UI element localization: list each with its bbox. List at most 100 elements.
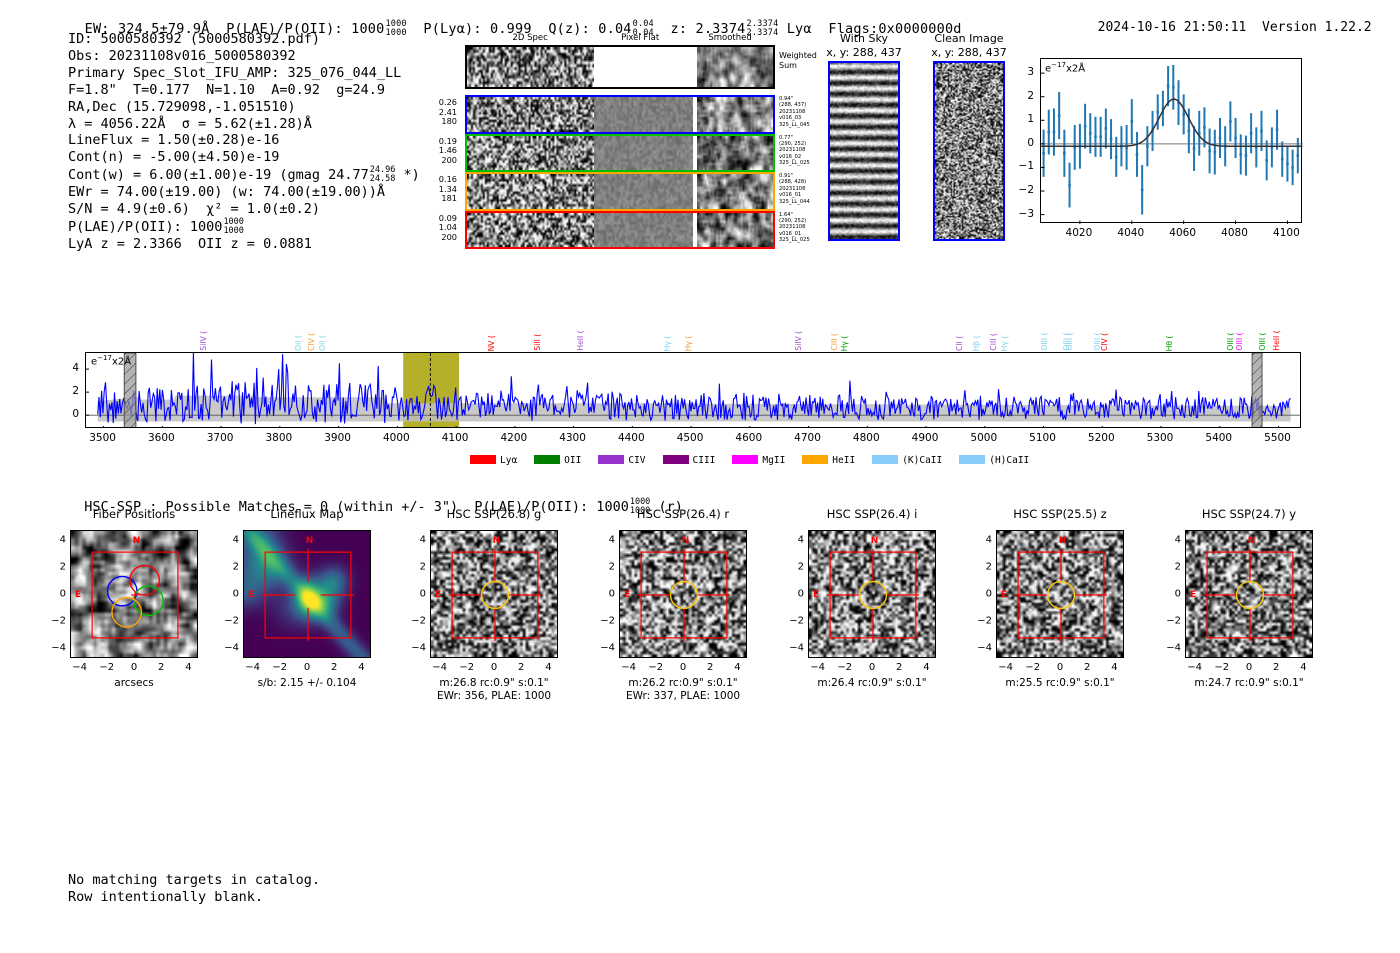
spectrum-xtick: 5000 — [970, 432, 998, 444]
panel-caption-line-1: m:26.2 rc:0.9" s:0.1" — [628, 677, 738, 689]
spec2d-row-meta: 1.64" (290, 252) 20231108 v016_01 325_LL_025 — [779, 212, 825, 244]
panel-ytick: −2 — [224, 615, 239, 627]
legend-item: CIV — [598, 455, 646, 466]
spec2d-raw-image — [467, 135, 594, 170]
panel-xtick: 2 — [518, 662, 525, 673]
spec2d-meta-line: v016_03 — [779, 115, 802, 122]
panel-xtick: −4 — [72, 662, 87, 673]
compass-north-label: N — [870, 536, 879, 546]
panel-xtick: 0 — [130, 662, 138, 673]
summary-flags: Flags:0x0000000d — [828, 21, 962, 37]
bottom-cutout-row: Fiber Positions N E −4 −2 0 2 4 4 2 0 −2 −4 arcsecs Li… — [0, 500, 1400, 760]
spectrum-xtick: 5400 — [1205, 432, 1233, 444]
panel-xtick: 0 — [1056, 662, 1064, 673]
panel-title: HSC SSP(25.5) z — [1013, 507, 1107, 521]
panel-overlay — [637, 548, 731, 642]
emission-line-label: OIII ( — [1062, 332, 1071, 351]
spec2d-stat-value: 200 — [441, 154, 457, 165]
spec2d-smoothed-image — [697, 97, 773, 132]
spec2d-gap — [693, 212, 698, 247]
spec2d-gap — [693, 135, 698, 170]
panel-caption-line-2: EWr: 337, PLAE: 1000 — [625, 690, 741, 702]
info-plae-text: P(LAE)/P(OII): 1000 — [68, 219, 223, 236]
spec2d-row — [465, 95, 775, 134]
spec2d-meta-line: v016_01 — [779, 230, 802, 237]
spec2d-meta-line: 0.94" — [779, 96, 793, 102]
spec2d-meta-line: 0.77" — [779, 134, 793, 141]
panel-image — [996, 530, 1124, 658]
spec2d-column-header: Pixel Flat — [621, 33, 660, 43]
panel-ytick: −2 — [600, 615, 615, 627]
cutout-title-text: With Sky — [840, 32, 888, 45]
spec2d-stat-value: 0.19 — [438, 135, 457, 146]
emission-line-label: OIII ( — [1235, 332, 1244, 351]
info-snr-chi2: S/N = 4.9(±0.6) χ² = 1.0(±0.2) — [68, 201, 320, 218]
panel-ytick: 4 — [797, 534, 804, 546]
panel-xtick: 4 — [1300, 662, 1307, 673]
panel-xtick: 2 — [896, 662, 903, 673]
compass-east-label: E — [813, 590, 820, 601]
panel-ytick: 2 — [797, 561, 804, 573]
legend-label: CIII — [692, 455, 716, 466]
panel-xtick: −4 — [1187, 662, 1202, 673]
summary-z-fraction: 2.3374 2.3374 — [746, 19, 779, 38]
panel-ytick: 0 — [608, 588, 615, 600]
emission-line-label: OII ( — [318, 335, 327, 351]
panel-caption-line-1: m:26.8 rc:0.9" s:0.1" — [439, 677, 549, 689]
cutout-image — [933, 61, 1005, 241]
emission-line-label: OII ( — [294, 335, 303, 351]
spectrum-axes: e−17x2Å — [85, 352, 1301, 428]
info-cont-w-post: *) — [403, 167, 420, 184]
panel-xtick: 2 — [1084, 662, 1091, 673]
panel-ytick: 4 — [419, 534, 426, 546]
full-spectrum-plot: e−17x2Å 3500 3600 3700 3800 3900 4000 4100 4200 4… — [0, 270, 1400, 480]
emission-line-label: Hγ ( — [840, 335, 849, 351]
panel-xtick: −4 — [998, 662, 1013, 673]
spec2d-smoothed-image — [697, 212, 773, 247]
spectrum-xtick: 4500 — [676, 432, 704, 444]
spectrum-xtick: 4300 — [559, 432, 586, 444]
panel-ytick: 4 — [1174, 534, 1181, 546]
panel-ytick: 4 — [985, 534, 992, 546]
hsc-headline-band: (r) — [658, 499, 683, 515]
panel-ytick: 0 — [985, 588, 992, 600]
panel-overlay — [261, 548, 355, 642]
weighted-sum-label: Weighted Sum — [779, 51, 817, 70]
spec2d-stat-value: 1.04 — [438, 222, 457, 232]
spec2d-meta-line: 1.64" — [779, 211, 793, 218]
spectrum-units: e−17x2Å — [91, 354, 132, 368]
summary-plae-fraction: 1000 1000 — [385, 19, 407, 38]
spec2d-meta-line: 20231108 — [779, 224, 806, 231]
panel-ytick: −4 — [411, 642, 426, 654]
spectrum-xtick: 3500 — [89, 432, 116, 444]
summary-z-label: z: 2.3374 — [670, 21, 746, 37]
spec2d-meta-line: 325_LL_025 — [779, 160, 810, 167]
spec2d-raw-image — [467, 212, 594, 247]
compass-east-label: E — [1001, 590, 1008, 601]
info-lambda-sigma: λ = 4056.22Å σ = 5.62(±1.28)Å — [68, 115, 312, 132]
panel-ytick: 0 — [1174, 588, 1181, 600]
emission-line-label: Hθ ( — [1165, 335, 1174, 351]
hsc-headline-fraction: 1000 1000 — [629, 497, 651, 516]
panel-xtick: 0 — [679, 662, 687, 673]
spec2d-row — [465, 172, 775, 211]
panel-title: HSC SSP(26.4) r — [636, 507, 730, 521]
panel-ytick: −4 — [1166, 642, 1181, 654]
panel-image — [808, 530, 936, 658]
timestamp: 2024-10-16 21:50:11 — [1097, 20, 1247, 35]
fit-plot-xtick: 4020 — [1065, 227, 1093, 239]
spec2d-meta-line: 325_LL_025 — [779, 237, 810, 244]
spec2d-meta-line: 325_LL_044 — [779, 198, 810, 205]
panel-xtick: 0 — [490, 662, 498, 673]
spectrum-xtick: 3800 — [265, 432, 293, 444]
summary-ew: EW: 324.5±79.9Å — [84, 21, 210, 37]
info-cont-n: Cont(n) = -5.00(±4.50)e-19 — [68, 149, 280, 166]
spec2d-meta-line: 325_LL_045 — [779, 121, 810, 128]
emission-line-label: CII ( — [955, 335, 964, 351]
panel-caption-line-1: m:24.7 rc:0.9" s:0.1" — [1194, 677, 1304, 689]
spectrum-xtick: 5300 — [1146, 432, 1174, 444]
panel-xtick: −2 — [1214, 662, 1230, 673]
compass-east-label: E — [75, 590, 82, 601]
panel-xtick: 2 — [158, 662, 165, 673]
summary-qz-label: Q(z): 0.04 — [548, 21, 632, 37]
